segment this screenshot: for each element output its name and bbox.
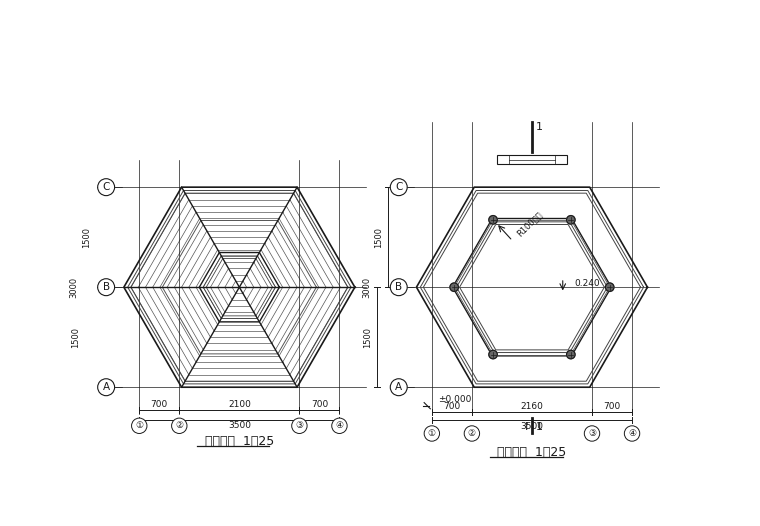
Circle shape xyxy=(292,418,307,433)
Text: ③: ③ xyxy=(296,421,303,430)
Text: 1500: 1500 xyxy=(71,327,80,348)
Circle shape xyxy=(567,216,575,224)
Text: 1500: 1500 xyxy=(81,227,90,248)
Circle shape xyxy=(567,350,575,359)
Circle shape xyxy=(332,418,347,433)
Text: ④: ④ xyxy=(335,421,344,430)
Text: 700: 700 xyxy=(150,400,168,409)
Text: 700: 700 xyxy=(603,402,621,411)
Circle shape xyxy=(391,179,407,196)
Text: ②: ② xyxy=(468,429,476,438)
Text: 700: 700 xyxy=(311,400,328,409)
Text: A: A xyxy=(103,382,109,392)
Bar xyxy=(497,155,567,164)
Circle shape xyxy=(131,418,147,433)
Text: 3500: 3500 xyxy=(521,422,543,431)
Text: 1: 1 xyxy=(536,122,543,132)
Text: ②: ② xyxy=(176,421,183,430)
Text: 1500: 1500 xyxy=(363,327,372,348)
Circle shape xyxy=(489,216,497,224)
Circle shape xyxy=(98,279,115,296)
Text: A: A xyxy=(395,382,402,392)
Text: R100木柱: R100木柱 xyxy=(515,209,543,238)
Text: C: C xyxy=(395,182,403,192)
Text: 1500: 1500 xyxy=(374,227,383,248)
Circle shape xyxy=(391,379,407,396)
Text: C: C xyxy=(103,182,110,192)
Text: I: I xyxy=(525,422,528,432)
Text: 2160: 2160 xyxy=(521,402,543,411)
Text: 3000: 3000 xyxy=(69,277,78,298)
Text: ①: ① xyxy=(428,429,436,438)
Text: ③: ③ xyxy=(588,429,596,438)
Text: 3500: 3500 xyxy=(228,421,251,430)
Text: ④: ④ xyxy=(628,429,636,438)
Text: 亭平面图  1：25: 亭平面图 1：25 xyxy=(497,446,566,459)
Text: 0.240: 0.240 xyxy=(575,279,600,288)
Text: 3000: 3000 xyxy=(362,277,371,298)
Circle shape xyxy=(489,350,497,359)
Text: 亭顶视图  1：25: 亭顶视图 1：25 xyxy=(204,434,274,448)
Circle shape xyxy=(606,283,614,291)
Circle shape xyxy=(391,279,407,296)
Circle shape xyxy=(98,379,115,396)
Text: 700: 700 xyxy=(443,402,461,411)
Circle shape xyxy=(424,426,439,441)
Circle shape xyxy=(625,426,640,441)
Text: B: B xyxy=(395,282,402,292)
Circle shape xyxy=(584,426,600,441)
Text: B: B xyxy=(103,282,109,292)
Circle shape xyxy=(98,179,115,196)
Circle shape xyxy=(464,426,480,441)
Text: ①: ① xyxy=(135,421,144,430)
Circle shape xyxy=(172,418,187,433)
Circle shape xyxy=(450,283,458,291)
Text: 1: 1 xyxy=(536,422,543,432)
Text: 2100: 2100 xyxy=(228,400,251,409)
Text: ±0.000: ±0.000 xyxy=(438,395,471,404)
